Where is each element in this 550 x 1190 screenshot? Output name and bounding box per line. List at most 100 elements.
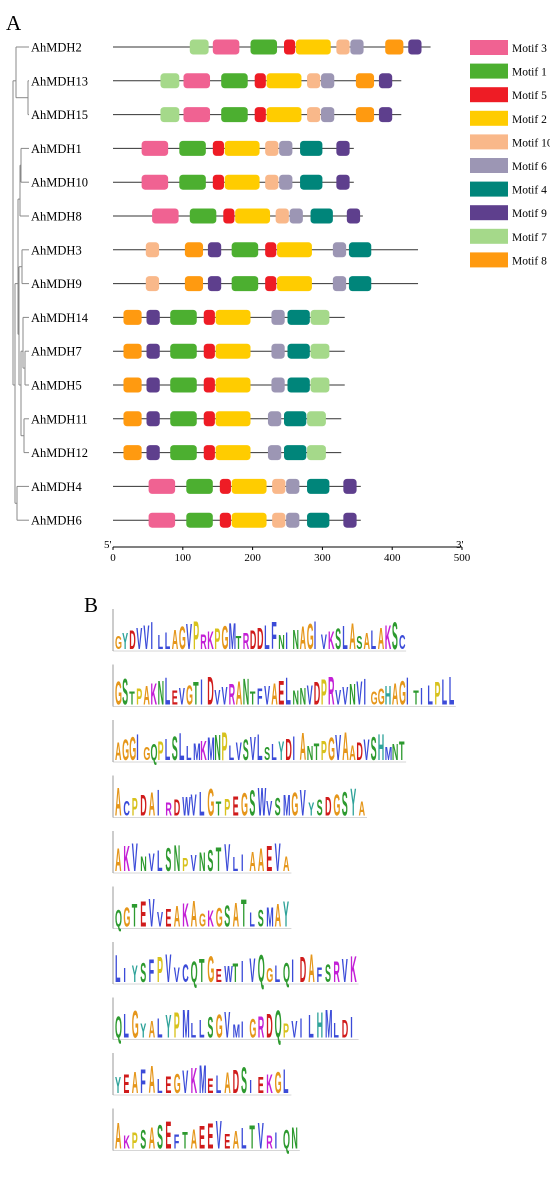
logo-letter: T — [236, 634, 242, 654]
motif-5-block — [265, 276, 277, 292]
gene-row: AhMDH11 — [31, 411, 342, 427]
motif-1-block — [170, 411, 197, 427]
axis-tick-label: 500 — [454, 552, 471, 564]
logo-letter: V — [342, 683, 348, 711]
logo-letter: V — [174, 964, 180, 987]
motif-7-block — [307, 445, 326, 461]
logo-letter: I — [350, 1010, 353, 1044]
logo-letter: L — [158, 632, 163, 654]
gene-label: AhMDH11 — [31, 412, 87, 426]
logo-letter: A — [275, 898, 282, 933]
axis-tick-label: 400 — [384, 552, 401, 564]
logo-letter: M — [193, 739, 200, 765]
logo-letter: Y — [122, 628, 128, 654]
motif-3-block — [183, 73, 211, 89]
motif-1-block — [170, 309, 197, 325]
logo-letter: A — [233, 1127, 240, 1155]
logo-letter: L — [157, 1013, 163, 1044]
panel-b-label: B — [84, 593, 98, 617]
legend-label: Motif 10 — [512, 137, 550, 149]
legend-item: Motif 1 — [470, 63, 547, 79]
logo-letter: T — [132, 898, 138, 933]
logo-letter: L — [233, 854, 238, 876]
legend-item: Motif 6 — [470, 158, 547, 173]
motif-9-block — [207, 242, 222, 258]
motif-8-block — [123, 411, 142, 427]
motif-2-block — [235, 208, 271, 224]
gene-label: AhMDH8 — [31, 210, 82, 224]
logo-letter: G — [328, 731, 335, 766]
gene-row: AhMDH15 — [31, 107, 402, 123]
motif-9-block — [146, 411, 160, 427]
logo-letter: S — [317, 794, 323, 820]
motif-6-block — [271, 343, 285, 359]
motif-8-block — [123, 309, 142, 325]
logo-letter: T — [249, 1120, 255, 1157]
motif-3-block — [212, 39, 240, 55]
logo-letter: G — [222, 620, 229, 657]
logo-letter: A — [233, 896, 239, 934]
logo-letter: E — [140, 894, 146, 935]
logo-letter: L — [165, 670, 170, 713]
logo-letter: I — [300, 1013, 302, 1044]
motif-8-block — [184, 242, 204, 258]
gene-label: AhMDH10 — [31, 176, 88, 190]
gene-label: AhMDH7 — [31, 345, 82, 359]
logo-letter: A — [258, 842, 265, 877]
logo-letter: V — [356, 676, 362, 713]
logo-letter: V — [249, 952, 255, 990]
motif-9-block — [146, 377, 160, 393]
motif-2-block — [215, 411, 251, 427]
logo-letter: Q — [115, 1010, 122, 1044]
logo-letter: G — [132, 1003, 139, 1046]
logo-letter: L — [308, 1009, 313, 1044]
logo-letter: G — [307, 616, 314, 657]
motif-5-block — [203, 411, 215, 427]
motif-9-block — [343, 478, 357, 494]
logo-letter: V — [179, 683, 185, 709]
logo-letter: T — [199, 953, 205, 990]
logo-letter: S — [224, 899, 230, 933]
motif-9-block — [408, 39, 422, 55]
logo-letter: V — [182, 1064, 188, 1099]
logo-letter: M — [207, 731, 214, 766]
logo-letter: S — [172, 730, 178, 768]
logo-letter: I — [420, 683, 423, 709]
legend-swatch — [470, 40, 508, 55]
logo-letter: D — [314, 676, 320, 711]
logo-letter: A — [115, 1114, 121, 1157]
axis-tick-label: 0 — [110, 552, 116, 564]
logo-letter: V — [157, 908, 163, 931]
motif-8-block — [385, 39, 404, 55]
motif-2-block — [224, 174, 260, 190]
motif-10-block — [265, 174, 279, 190]
motif-9-block — [146, 343, 160, 359]
logo-letter: E — [233, 791, 239, 822]
logo-letter: N — [158, 674, 164, 712]
logo-letter: V — [214, 686, 220, 709]
logo-letter: L — [199, 1016, 205, 1044]
gene-row: AhMDH10 — [31, 174, 354, 190]
logo-letter: K — [207, 628, 214, 656]
motif-7-block — [189, 39, 209, 55]
legend-label: Motif 2 — [512, 114, 547, 126]
legend-swatch — [470, 228, 508, 244]
logo-letter: G — [115, 676, 122, 713]
logo-letter: R — [266, 1133, 273, 1153]
logo-letter: L — [275, 961, 280, 987]
logo-letter: A — [191, 892, 197, 935]
legend-swatch — [470, 87, 508, 103]
logo-letter: A — [364, 628, 371, 654]
logo-letter: M — [229, 615, 236, 658]
motif-6-block — [279, 174, 293, 190]
logo-letter: T — [182, 1127, 187, 1153]
logo-letter: S — [207, 844, 213, 878]
motif-2-block — [277, 276, 312, 292]
logo-letter: V — [236, 739, 242, 767]
logo-letter: A — [378, 622, 384, 656]
legend-item: Motif 8 — [470, 252, 547, 268]
logo-letter: L — [229, 742, 234, 765]
